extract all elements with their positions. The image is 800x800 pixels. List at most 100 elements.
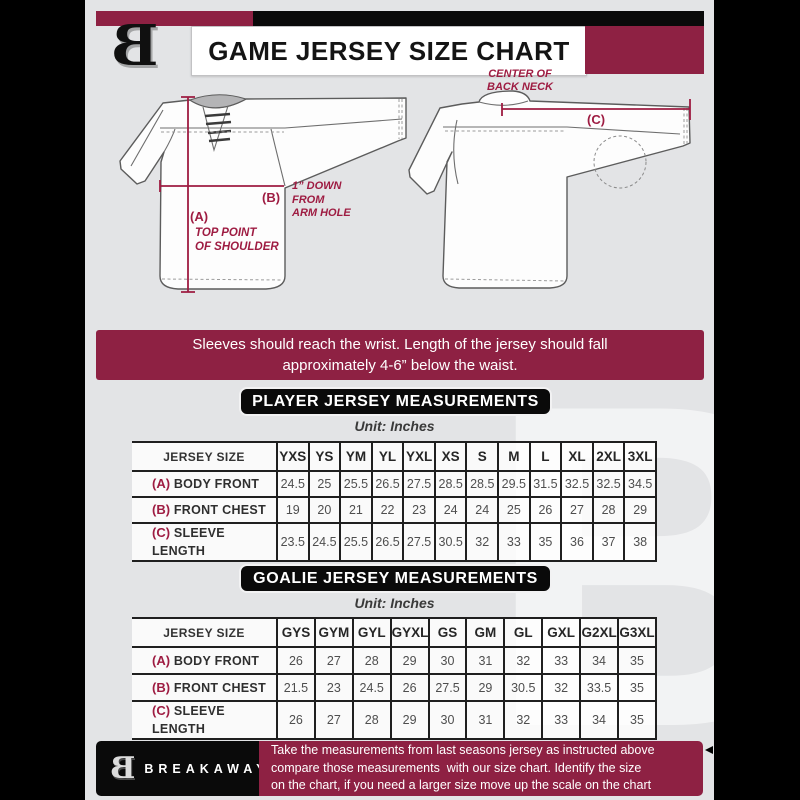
player-value-cell: 38 <box>623 522 657 562</box>
player-value-cell: 32 <box>465 522 499 562</box>
goalie-value-cell: 30.5 <box>503 673 543 702</box>
row-title: BODY FRONT <box>170 653 260 668</box>
player-value-cell: 26 <box>528 496 562 524</box>
player-size-col-S: S <box>465 441 499 472</box>
goalie-value-cell: 27 <box>313 700 353 740</box>
player-size-col-L: L <box>528 441 562 472</box>
goalie-size-col-GYXL: GYXL <box>389 617 429 648</box>
goalie-size-col-GL: GL <box>503 617 543 648</box>
player-size-col-YXS: YXS <box>276 441 309 472</box>
goalie-value-cell: 31 <box>465 646 505 675</box>
player-section-title: PLAYER JERSEY MEASUREMENTS <box>252 392 539 410</box>
goalie-value-cell: 30 <box>427 646 467 675</box>
b-measure-label: (B) <box>262 190 281 205</box>
player-value-cell: 21 <box>339 496 372 524</box>
player-value-cell: 29 <box>623 496 657 524</box>
player-measurement-row: (C) SLEEVE LENGTH 23.5 24.5 25.5 26.5 27.5 30.… <box>132 522 657 562</box>
goalie-unit-label: Unit: Inches <box>354 595 435 611</box>
b-measure-caption: 1” DOWN FROM ARM HOLE <box>292 180 351 219</box>
goalie-row-label: (B) FRONT CHEST <box>132 673 277 702</box>
row-title: BODY FRONT <box>170 477 260 491</box>
player-value-cell: 24 <box>433 496 467 524</box>
goalie-value-cell: 21.5 <box>276 673 315 702</box>
player-value-cell: 31.5 <box>528 470 562 498</box>
row-key: (B) <box>152 502 171 517</box>
goalie-value-cell: 35 <box>617 646 657 675</box>
goalie-section-title: GOALIE JERSEY MEASUREMENTS <box>253 569 538 587</box>
top-accent-bar <box>96 11 704 26</box>
goalie-value-cell: 35 <box>617 673 657 702</box>
row-key: (A) <box>152 476 171 491</box>
player-value-cell: 23 <box>402 496 435 524</box>
goalie-value-cell: 31 <box>465 700 505 740</box>
player-value-cell: 27 <box>560 496 593 524</box>
player-value-cell: 25 <box>307 470 341 498</box>
player-value-cell: 35 <box>528 522 562 562</box>
player-measurement-row: (A) BODY FRONT 24.5 25 25.5 26.5 27.5 28.5 28.5… <box>132 470 657 498</box>
player-row-label: (A) BODY FRONT <box>132 470 277 498</box>
player-value-cell: 32.5 <box>560 470 593 498</box>
goalie-value-cell: 33 <box>541 646 581 675</box>
player-value-cell: 22 <box>370 496 404 524</box>
front-jersey-diagram <box>119 94 407 293</box>
row-key: (A) <box>152 652 171 668</box>
goalie-value-cell: 27 <box>313 646 353 675</box>
player-value-cell: 27.5 <box>402 522 435 562</box>
player-section-header: PLAYER JERSEY MEASUREMENTS <box>239 387 552 416</box>
row-title: SLEEVE LENGTH <box>152 526 225 558</box>
goalie-jersey-size-header: JERSEY SIZE <box>132 617 277 648</box>
player-value-cell: 27.5 <box>402 470 435 498</box>
player-jersey-size-header: JERSEY SIZE <box>132 441 277 472</box>
brand-name: BREAKAWAY <box>144 761 270 776</box>
flyer-content: B B GAME JERSEY SIZE CHART <box>85 0 714 800</box>
goalie-measurements-table: JERSEY SIZE GYS GYM GYL GYXL GS GM GL GXL G2XL G3X… <box>132 617 657 740</box>
player-row-label: (C) SLEEVE LENGTH <box>132 522 277 562</box>
player-size-col-YXL: YXL <box>402 441 435 472</box>
player-value-cell: 36 <box>560 522 593 562</box>
player-row-label: (B) FRONT CHEST <box>132 496 277 524</box>
fit-note-line1: Sleeves should reach the wrist. Length o… <box>192 336 608 353</box>
goalie-size-col-G3XL: G3XL <box>617 617 657 648</box>
goalie-value-cell: 26 <box>389 673 429 702</box>
player-size-col-3XL: 3XL <box>623 441 657 472</box>
player-value-cell: 28.5 <box>433 470 467 498</box>
goalie-value-cell: 26 <box>276 700 315 740</box>
player-value-cell: 19 <box>276 496 309 524</box>
title-accent-block <box>585 26 704 74</box>
goalie-size-col-GYL: GYL <box>351 617 391 648</box>
footer-instructions: Take the measurements from last seasons … <box>259 741 703 796</box>
player-value-cell: 25 <box>497 496 530 524</box>
player-size-col-YS: YS <box>307 441 341 472</box>
player-size-col-2XL: 2XL <box>591 441 625 472</box>
player-unit-label: Unit: Inches <box>354 418 435 434</box>
row-key: (B) <box>152 679 171 695</box>
footer-line3: on the chart, if you need a larger size … <box>271 778 652 793</box>
player-value-cell: 26.5 <box>370 522 404 562</box>
player-size-header-row: JERSEY SIZE YXS YS YM YL YXL XS S M L XL 2XL 3XL <box>132 441 657 472</box>
player-value-cell: 30.5 <box>433 522 467 562</box>
goalie-value-cell: 26 <box>276 646 315 675</box>
footer-brand-block: B BREAKAWAY <box>96 741 264 796</box>
goalie-value-cell: 28 <box>351 646 391 675</box>
goalie-size-col-GYS: GYS <box>276 617 315 648</box>
goalie-value-cell: 32 <box>503 646 543 675</box>
player-value-cell: 34.5 <box>623 470 657 498</box>
a-measure-label: (A) <box>190 209 209 224</box>
player-size-col-YM: YM <box>339 441 372 472</box>
goalie-size-col-GS: GS <box>427 617 467 648</box>
player-size-col-M: M <box>497 441 530 472</box>
row-title: SLEEVE LENGTH <box>152 704 225 736</box>
player-value-cell: 24.5 <box>307 522 341 562</box>
player-measurements-table: JERSEY SIZE YXS YS YM YL YXL XS S M L XL 2XL 3XL (A) … <box>132 441 657 562</box>
goalie-size-header-row: JERSEY SIZE GYS GYM GYL GYXL GS GM GL GXL G2XL G3X… <box>132 617 657 648</box>
player-value-cell: 26.5 <box>370 470 404 498</box>
top-accent-bar-maroon <box>96 11 253 26</box>
player-value-cell: 37 <box>591 522 625 562</box>
row-key: (C) <box>152 703 171 718</box>
goalie-size-col-GXL: GXL <box>541 617 581 648</box>
goalie-value-cell: 30 <box>427 700 467 740</box>
fit-note-banner: Sleeves should reach the wrist. Length o… <box>96 330 704 380</box>
goalie-measurement-row: (C) SLEEVE LENGTH 26 27 28 29 30 31 32 33 34 35 <box>132 700 657 740</box>
player-value-cell: 28.5 <box>465 470 499 498</box>
